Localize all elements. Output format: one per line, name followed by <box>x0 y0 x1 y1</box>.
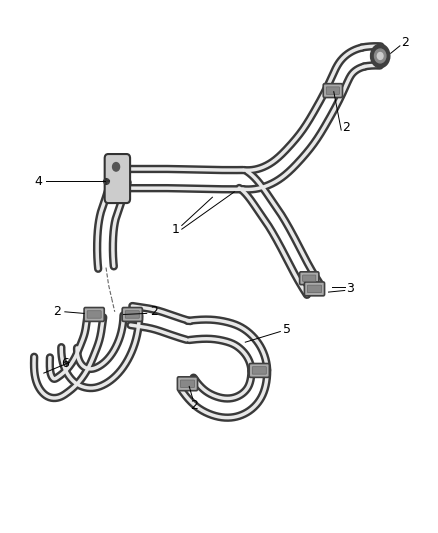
FancyBboxPatch shape <box>249 364 269 377</box>
FancyBboxPatch shape <box>180 380 194 387</box>
Circle shape <box>371 44 390 68</box>
Text: 2: 2 <box>150 305 158 318</box>
Text: 4: 4 <box>35 175 42 188</box>
Circle shape <box>377 53 383 59</box>
FancyBboxPatch shape <box>326 87 339 94</box>
FancyBboxPatch shape <box>300 272 319 285</box>
Text: 6: 6 <box>61 357 69 370</box>
FancyBboxPatch shape <box>304 282 325 296</box>
Circle shape <box>374 49 386 63</box>
Circle shape <box>113 163 120 171</box>
FancyBboxPatch shape <box>84 308 104 321</box>
FancyBboxPatch shape <box>252 367 266 374</box>
Text: 2: 2 <box>53 305 61 318</box>
Text: 2: 2 <box>190 399 198 411</box>
FancyBboxPatch shape <box>303 275 316 281</box>
FancyBboxPatch shape <box>307 285 321 293</box>
Text: 3: 3 <box>346 282 354 295</box>
Text: 2: 2 <box>342 122 350 134</box>
Text: 1: 1 <box>171 223 179 236</box>
FancyBboxPatch shape <box>105 154 130 203</box>
Text: 2: 2 <box>401 36 409 49</box>
FancyBboxPatch shape <box>87 311 101 318</box>
FancyBboxPatch shape <box>177 377 198 391</box>
FancyBboxPatch shape <box>122 308 142 321</box>
Text: 5: 5 <box>283 323 291 336</box>
FancyBboxPatch shape <box>323 84 343 98</box>
FancyBboxPatch shape <box>125 311 139 318</box>
